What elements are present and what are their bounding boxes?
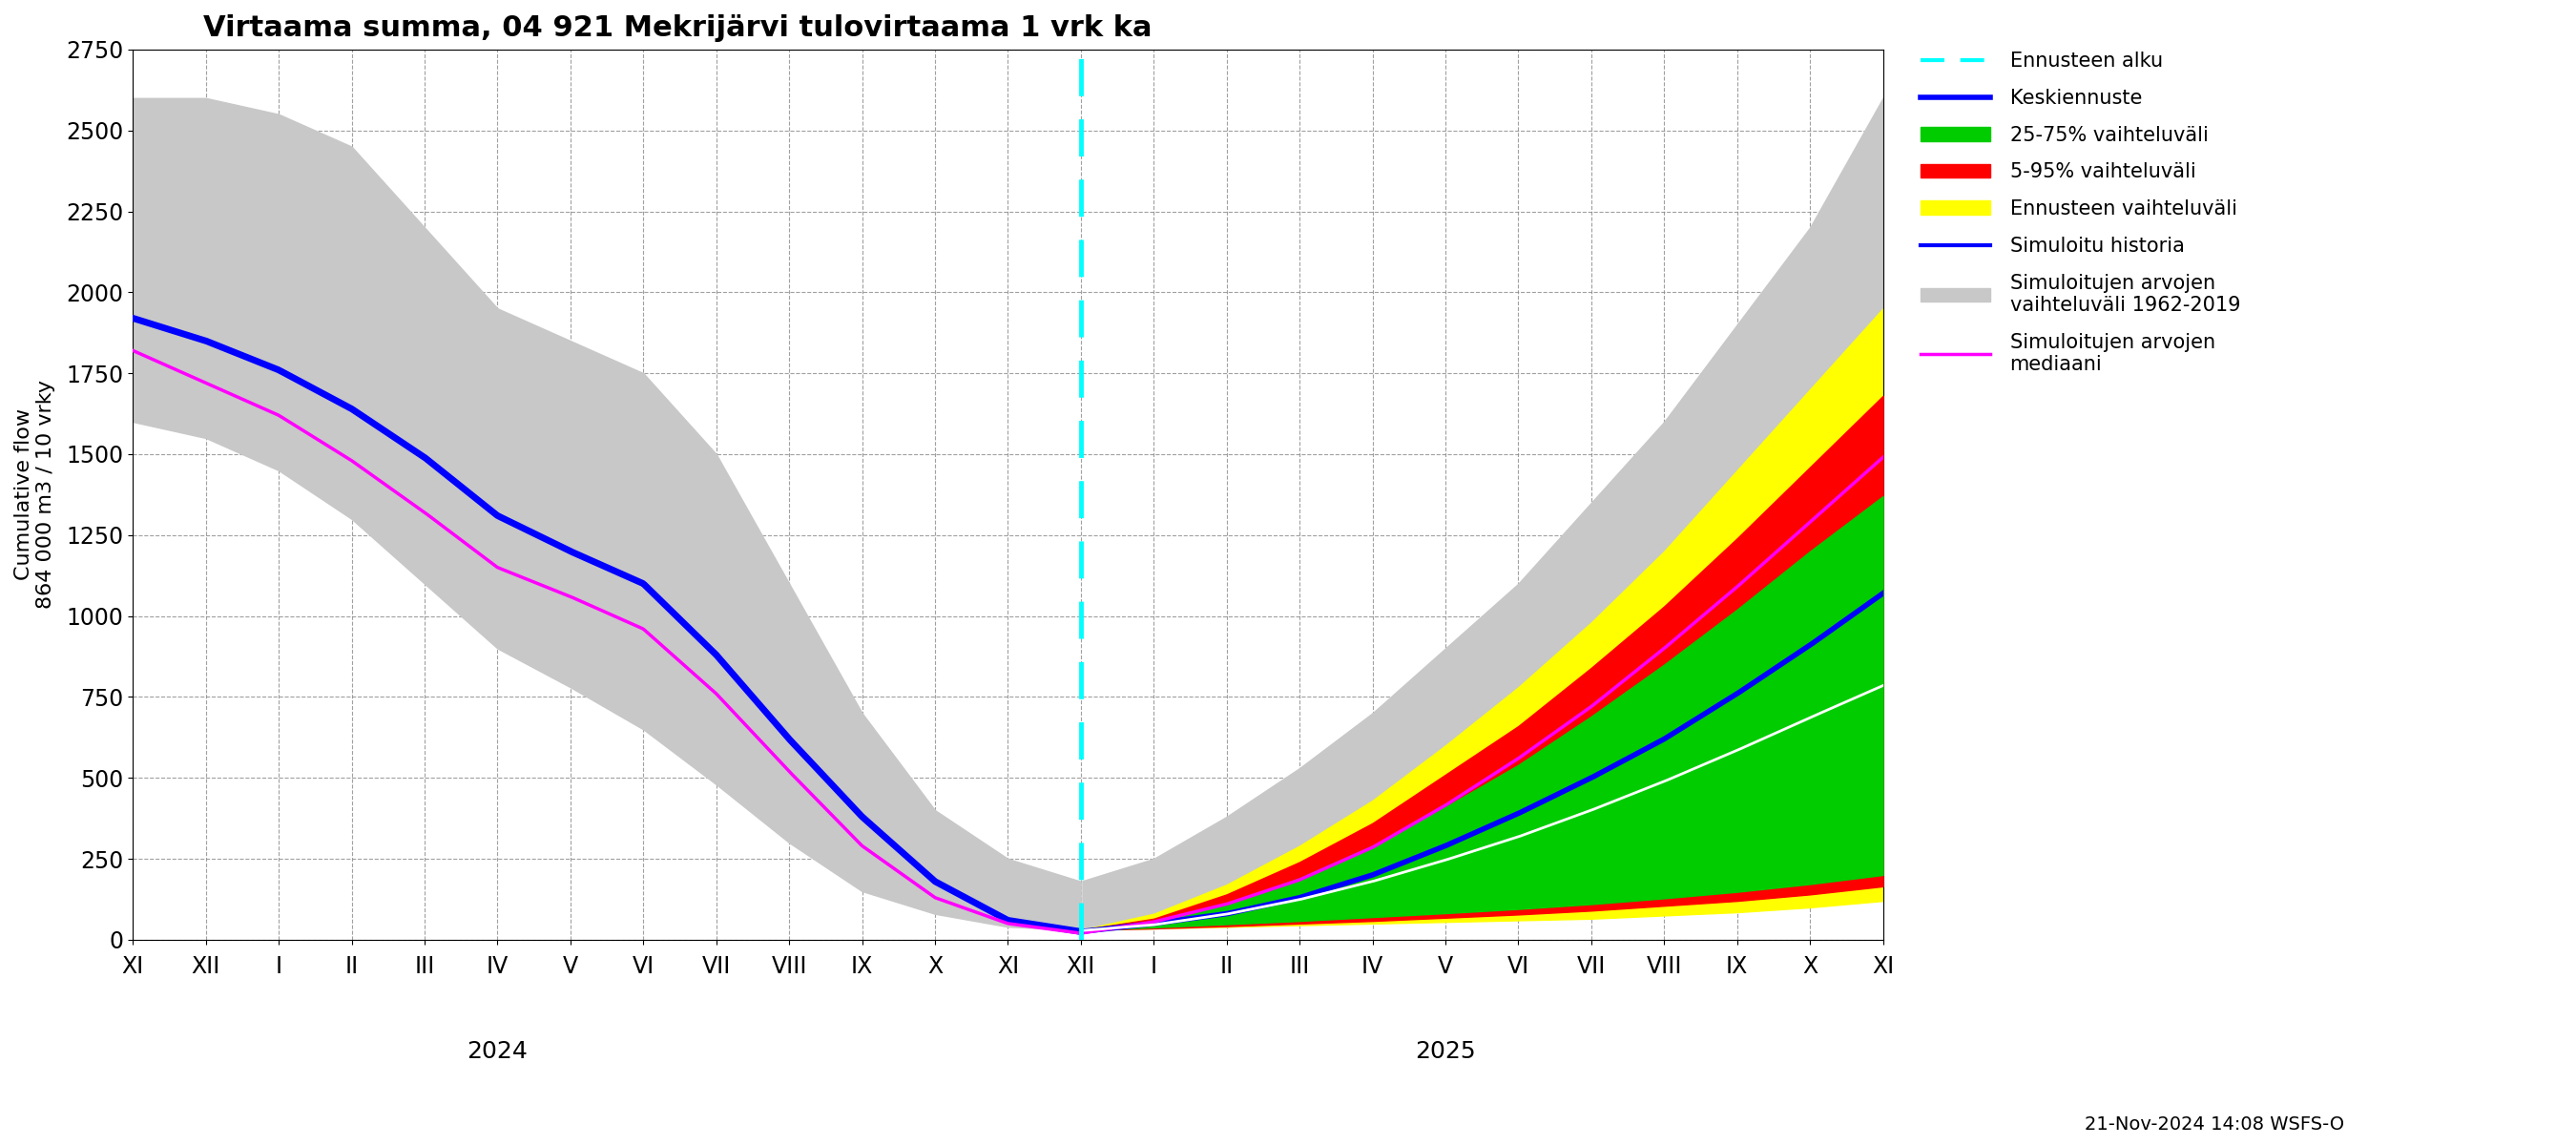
- Text: Virtaama summa, 04 921 Mekrijärvi tulovirtaama 1 vrk ka: Virtaama summa, 04 921 Mekrijärvi tulovi…: [204, 14, 1151, 42]
- Text: 21-Nov-2024 14:08 WSFS-O: 21-Nov-2024 14:08 WSFS-O: [2084, 1115, 2344, 1134]
- Text: 2024: 2024: [466, 1040, 528, 1063]
- Legend: Ennusteen alku, Keskiennuste, 25-75% vaihteluväli, 5-95% vaihteluväli, Ennusteen: Ennusteen alku, Keskiennuste, 25-75% vai…: [1911, 41, 2249, 384]
- Text: 2025: 2025: [1414, 1040, 1476, 1063]
- Y-axis label: Cumulative flow
864 000 m3 / 10 vrky: Cumulative flow 864 000 m3 / 10 vrky: [15, 380, 57, 609]
